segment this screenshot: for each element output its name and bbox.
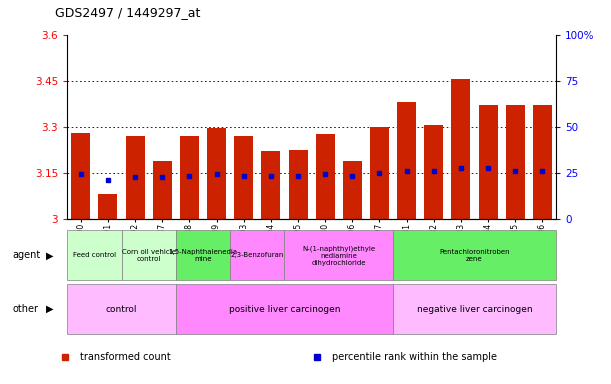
Bar	[533, 105, 552, 219]
Text: Pentachloronitroben
zene: Pentachloronitroben zene	[439, 249, 510, 262]
Bar	[180, 136, 199, 219]
Text: positive liver carcinogen: positive liver carcinogen	[229, 305, 340, 314]
Text: Corn oil vehicle
control: Corn oil vehicle control	[122, 249, 176, 262]
Bar	[393, 284, 556, 334]
Bar	[230, 230, 285, 280]
Bar	[67, 230, 122, 280]
Bar	[176, 284, 393, 334]
Bar	[370, 127, 389, 219]
Bar	[452, 79, 470, 219]
Text: GDS2497 / 1449297_at: GDS2497 / 1449297_at	[55, 6, 200, 19]
Bar	[98, 194, 117, 219]
Text: negative liver carcinogen: negative liver carcinogen	[417, 305, 532, 314]
Bar	[343, 161, 362, 219]
Text: 2,3-Benzofuran: 2,3-Benzofuran	[230, 252, 284, 258]
Text: ▶: ▶	[46, 250, 53, 260]
Bar	[67, 284, 176, 334]
Bar	[262, 151, 280, 219]
Text: 1,5-Naphthalenedia
mine: 1,5-Naphthalenedia mine	[169, 249, 238, 262]
Text: percentile rank within the sample: percentile rank within the sample	[332, 352, 497, 362]
Bar	[71, 133, 90, 219]
Text: N-(1-naphthyl)ethyle
nediamine
dihydrochloride: N-(1-naphthyl)ethyle nediamine dihydroch…	[302, 245, 375, 266]
Bar	[207, 128, 226, 219]
Bar	[424, 125, 444, 219]
Text: control: control	[106, 305, 137, 314]
Bar	[288, 150, 307, 219]
Text: transformed count: transformed count	[79, 352, 170, 362]
Bar	[397, 102, 416, 219]
Bar	[285, 230, 393, 280]
Text: Feed control: Feed control	[73, 252, 116, 258]
Bar	[176, 230, 230, 280]
Bar	[393, 230, 556, 280]
Text: agent: agent	[12, 250, 40, 260]
Bar	[153, 161, 172, 219]
Bar	[478, 105, 497, 219]
Bar	[234, 136, 253, 219]
Bar	[126, 136, 145, 219]
Bar	[316, 134, 335, 219]
Text: other: other	[12, 304, 38, 314]
Bar	[506, 105, 525, 219]
Text: ▶: ▶	[46, 304, 53, 314]
Bar	[122, 230, 176, 280]
